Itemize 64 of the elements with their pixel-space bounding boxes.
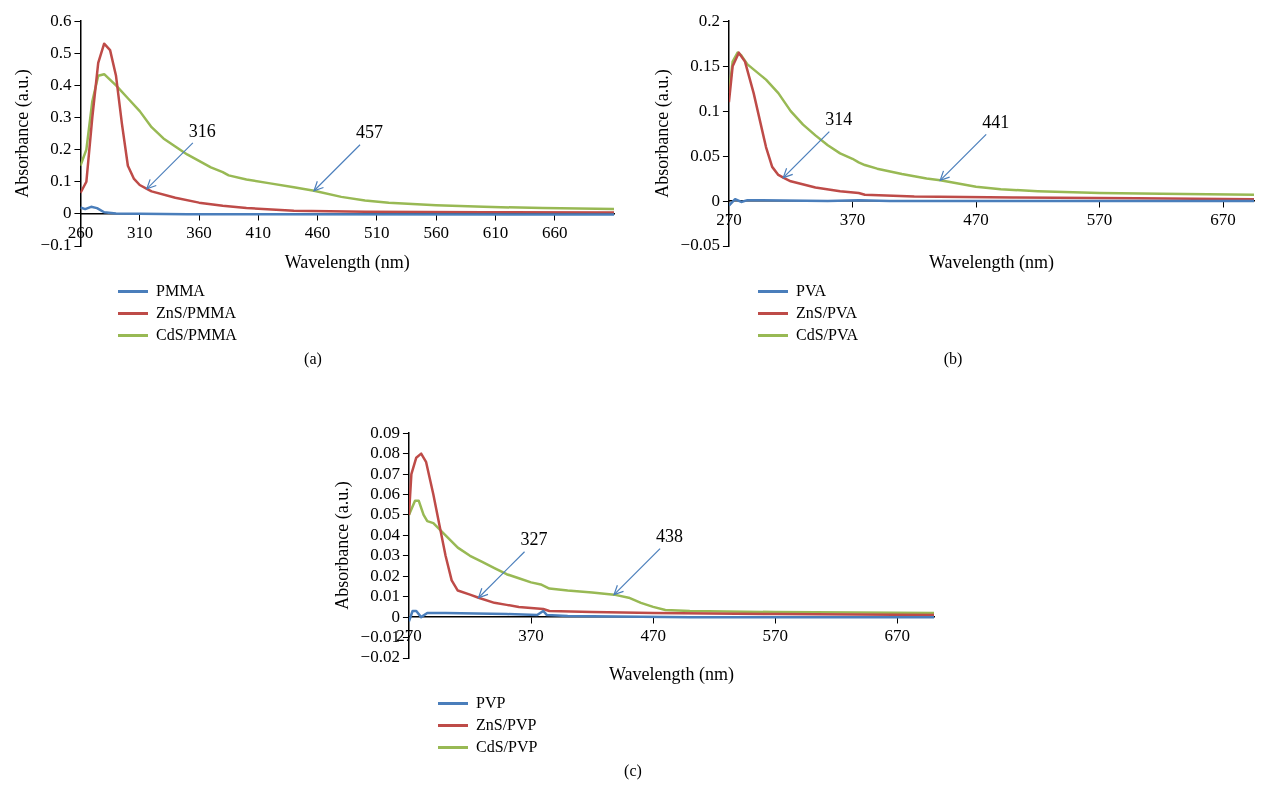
x-tick-label: 310	[126, 222, 153, 242]
text: (c)	[623, 762, 643, 780]
annotation: 316	[188, 120, 216, 141]
x-tick-label: 470	[640, 625, 666, 645]
x-tick-label: 570	[1086, 209, 1113, 229]
y-tick-label: 0	[391, 606, 400, 626]
y-tick-label: 0.5	[50, 42, 72, 62]
x-axis-title: Wavelength (nm)	[284, 251, 410, 273]
y-axis-title: Absorbance (a.u.)	[11, 69, 33, 198]
annotation: 314	[825, 109, 853, 130]
y-tick-label: 0.2	[50, 139, 72, 159]
x-tick-label: 610	[482, 222, 509, 242]
legend-label: CdS/PMMA	[156, 326, 237, 344]
y-tick-label: 0.03	[370, 545, 400, 565]
y-tick-label: −0.02	[360, 647, 400, 667]
y-tick-label: 0.09	[370, 422, 400, 442]
text: (a)	[303, 350, 323, 368]
x-tick-label: 370	[518, 625, 544, 645]
y-tick-label: −0.05	[680, 235, 720, 255]
y-tick-label: 0	[62, 203, 72, 223]
x-tick-label: 410	[245, 222, 272, 242]
y-tick-label: 0	[711, 190, 720, 210]
x-tick-label: 560	[423, 222, 449, 242]
legend-label: CdS/PVP	[476, 738, 538, 756]
y-tick-label: 0.15	[690, 55, 720, 75]
x-tick-label: 660	[541, 222, 568, 242]
y-tick-label: 0.05	[690, 145, 720, 165]
y-tick-label: 0.2	[698, 10, 720, 30]
annotation: 327	[520, 529, 548, 550]
annotation: 457	[356, 122, 384, 143]
x-tick-label: 510	[364, 222, 390, 242]
legend-label: CdS/PVA	[796, 326, 858, 344]
x-tick-label: 370	[839, 209, 866, 229]
x-tick-label: 570	[762, 625, 789, 645]
x-tick-label: 670	[1210, 209, 1236, 229]
y-tick-label: 0.4	[50, 74, 72, 94]
legend-label: ZnS/PVA	[796, 304, 858, 322]
x-tick-label: 460	[304, 222, 331, 242]
x-axis-title: Wavelength (nm)	[928, 251, 1054, 273]
y-tick-label: 0.1	[698, 100, 720, 120]
y-tick-label: 0.06	[370, 483, 400, 503]
y-tick-label: 0.1	[50, 171, 72, 191]
legend-label: PMMA	[156, 282, 205, 300]
y-tick-label: 0.07	[370, 463, 401, 483]
legend-label: ZnS/PVP	[476, 716, 537, 734]
y-axis-title: Absorbance (a.u.)	[331, 481, 353, 610]
y-tick-label: 0.04	[370, 524, 401, 544]
annotation: 441	[982, 112, 1010, 133]
x-tick-label: 470	[963, 209, 989, 229]
y-tick-label: 0.01	[370, 586, 400, 606]
legend-label: PVA	[796, 282, 826, 300]
text: (b)	[942, 350, 964, 368]
x-axis-title: Wavelength (nm)	[608, 663, 734, 685]
y-tick-label: 0.08	[370, 443, 400, 463]
x-tick-label: 360	[186, 222, 212, 242]
annotation: 438	[656, 526, 684, 547]
y-tick-label: 0.02	[370, 565, 400, 585]
y-tick-label: 0.3	[50, 107, 72, 127]
legend-label: PVP	[476, 694, 506, 712]
y-tick-label: 0.05	[370, 504, 400, 524]
y-tick-label: 0.6	[50, 10, 72, 30]
legend-label: ZnS/PMMA	[156, 304, 237, 322]
y-axis-title: Absorbance (a.u.)	[651, 69, 673, 198]
x-tick-label: 670	[884, 625, 911, 645]
